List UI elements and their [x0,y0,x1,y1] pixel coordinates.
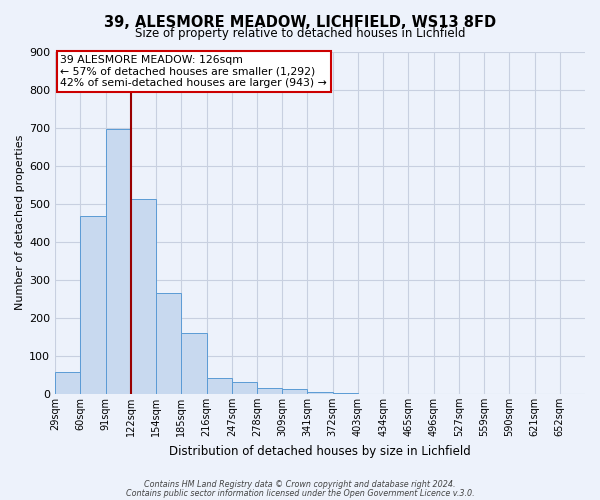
Bar [55,372,80,394]
Bar [80,216,106,394]
Bar [332,392,358,394]
Bar [181,333,206,394]
Text: 39 ALESMORE MEADOW: 126sqm
← 57% of detached houses are smaller (1,292)
42% of s: 39 ALESMORE MEADOW: 126sqm ← 57% of deta… [61,55,327,88]
Bar [206,378,232,394]
Text: Contains public sector information licensed under the Open Government Licence v.: Contains public sector information licen… [125,488,475,498]
Bar [307,392,332,394]
Text: 39, ALESMORE MEADOW, LICHFIELD, WS13 8FD: 39, ALESMORE MEADOW, LICHFIELD, WS13 8FD [104,15,496,30]
Y-axis label: Number of detached properties: Number of detached properties [15,135,25,310]
Bar [131,198,156,394]
Bar [106,128,131,394]
Bar [257,388,282,394]
Bar [282,390,307,394]
Bar [156,293,181,394]
Text: Size of property relative to detached houses in Lichfield: Size of property relative to detached ho… [135,28,465,40]
X-axis label: Distribution of detached houses by size in Lichfield: Distribution of detached houses by size … [169,444,471,458]
Bar [232,382,257,394]
Text: Contains HM Land Registry data © Crown copyright and database right 2024.: Contains HM Land Registry data © Crown c… [144,480,456,489]
